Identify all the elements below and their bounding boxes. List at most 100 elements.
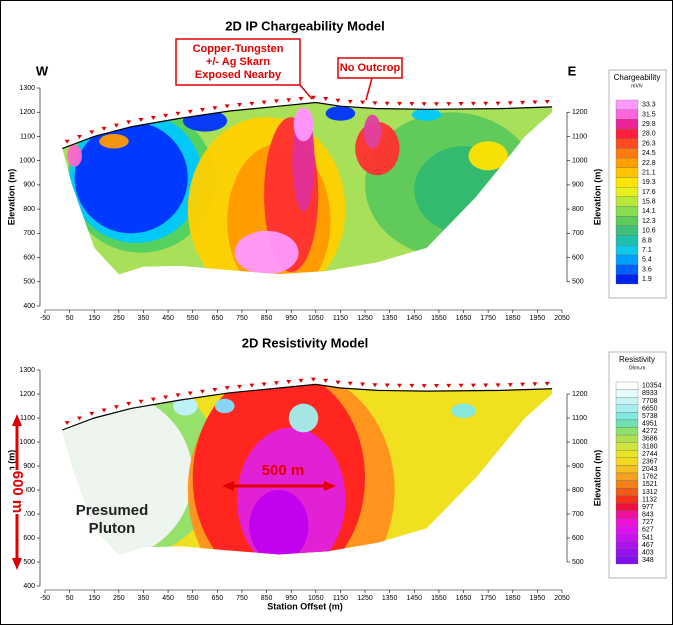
station-marker — [249, 383, 255, 388]
x-tick-label: 2050 — [554, 315, 570, 322]
colorbar-swatch — [615, 235, 639, 246]
colorbar-swatch — [615, 167, 639, 178]
callout-box — [337, 57, 403, 79]
colorbar-swatch — [615, 556, 639, 565]
y-tick-label: 1200 — [19, 391, 35, 398]
station-marker — [126, 402, 132, 407]
colorbar-label: 15.8 — [642, 199, 656, 206]
colorbar-swatch — [615, 148, 639, 159]
colorbar-label: 843 — [642, 512, 654, 519]
station-marker — [310, 95, 316, 100]
station-marker — [421, 384, 427, 389]
x-tick-label: 1650 — [456, 315, 472, 322]
y-tick-label: 800 — [23, 206, 35, 213]
callout-box — [175, 38, 301, 86]
station-marker — [470, 383, 476, 388]
station-marker — [273, 99, 279, 104]
y2-tick-label: 1200 — [572, 391, 588, 398]
colorbar-label: 29.8 — [642, 121, 656, 128]
colorbar-label: 1762 — [642, 474, 658, 481]
colorbar-swatch — [615, 109, 639, 120]
y2-tick-label: 1100 — [572, 415, 587, 422]
colorbar-label: 31.5 — [642, 111, 656, 118]
colorbar-label: 6650 — [642, 405, 658, 412]
anomaly — [99, 134, 129, 149]
colorbar-swatch — [615, 206, 639, 217]
x-tick-label: 1950 — [530, 595, 546, 602]
station-marker — [360, 100, 366, 105]
x-tick-label: 550 — [187, 595, 199, 602]
colorbar-swatch — [615, 264, 639, 275]
y-tick-label: 1300 — [19, 367, 35, 374]
colorbar-label: 10.6 — [642, 228, 656, 235]
x-tick-label: 1150 — [333, 315, 348, 322]
colorbar-swatch — [615, 225, 639, 236]
station-marker — [470, 101, 476, 106]
x-tick-label: 1850 — [505, 315, 521, 322]
colorbar-label: 348 — [642, 557, 654, 564]
station-marker — [532, 100, 538, 105]
station-marker — [397, 383, 403, 388]
y-tick-label: 1100 — [20, 415, 35, 422]
station-marker — [113, 123, 119, 128]
station-marker — [236, 384, 242, 389]
arrow-head — [222, 481, 234, 491]
y-tick-label: 500 — [23, 279, 35, 286]
anomaly — [234, 230, 299, 275]
station-marker — [446, 102, 452, 107]
east-label: E — [568, 63, 577, 78]
anomaly — [288, 403, 319, 433]
anomaly — [173, 396, 198, 416]
y-tick-label: 400 — [23, 583, 35, 590]
x-tick-label: 1950 — [530, 315, 546, 322]
station-marker — [446, 383, 452, 388]
colorbar-swatch — [615, 488, 639, 496]
colorbar-label: 22.8 — [642, 160, 656, 167]
x-tick-label: 1850 — [505, 595, 521, 602]
station-marker — [495, 101, 501, 106]
station-marker — [544, 381, 550, 386]
station-marker — [335, 380, 341, 385]
west-label: W — [36, 63, 49, 78]
station-marker — [458, 101, 464, 106]
station-marker — [261, 382, 267, 387]
colorbar-label: 12.3 — [642, 218, 656, 225]
station-marker — [150, 115, 156, 120]
colorbar-label: 3.6 — [642, 266, 652, 273]
station-marker — [187, 391, 193, 396]
region-label: Pluton — [89, 520, 136, 537]
colorbar-swatch — [615, 187, 639, 197]
x-tick-label: 50 — [66, 595, 74, 602]
anomaly — [67, 144, 82, 167]
colorbar-swatch — [615, 510, 639, 519]
callout-text: +/- Ag Skarn — [206, 56, 270, 68]
colorbar-label: 541 — [642, 534, 654, 541]
y-tick-label: 900 — [23, 182, 35, 189]
x-tick-label: 1450 — [406, 315, 422, 322]
x-tick-label: 150 — [88, 315, 100, 322]
x-tick-label: 850 — [261, 595, 273, 602]
colorbar-label: 17.6 — [642, 189, 656, 196]
station-marker — [335, 98, 341, 103]
colorbar-swatch — [615, 397, 639, 405]
y2-tick-label: 800 — [572, 487, 584, 494]
colorbar-label: 4951 — [642, 421, 658, 428]
colorbar-swatch — [615, 480, 639, 489]
station-marker — [138, 118, 144, 123]
x-tick-label: 250 — [113, 595, 125, 602]
x-tick-label: 2050 — [554, 595, 570, 602]
y2-tick-label: 900 — [572, 463, 584, 470]
colorbar-label: 8933 — [642, 390, 658, 397]
station-marker — [372, 101, 378, 106]
colorbar-swatch — [615, 381, 639, 390]
y2-tick-label: 1000 — [572, 158, 588, 165]
station-marker — [409, 383, 415, 388]
scale-label: 600 m — [9, 471, 26, 514]
x-tick-label: -50 — [40, 595, 50, 602]
station-marker — [347, 99, 353, 104]
callout-text: No Outcrop — [340, 62, 401, 74]
callout-arrow — [365, 77, 373, 101]
colorbar-label: 21.1 — [642, 169, 656, 176]
scale-label-bg — [8, 470, 26, 514]
colorbar-label: 977 — [642, 504, 654, 511]
